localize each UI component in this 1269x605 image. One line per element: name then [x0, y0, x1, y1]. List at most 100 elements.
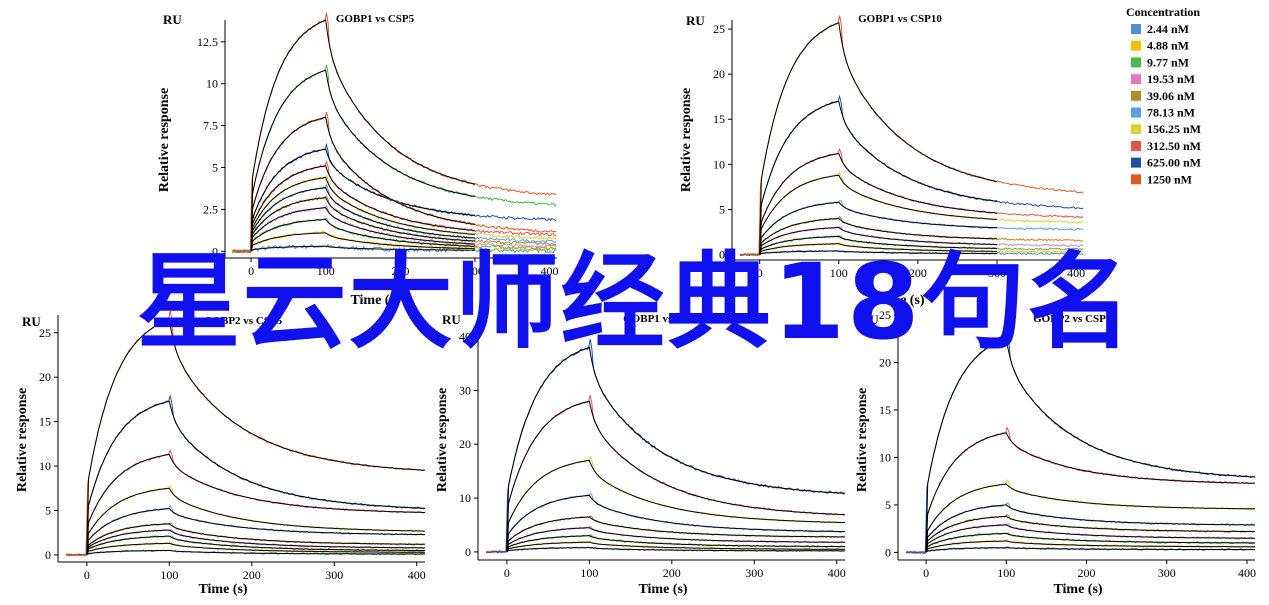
y-axis-label: Relative response	[855, 388, 870, 492]
fitted-curve	[759, 250, 997, 255]
y-tick-label: 25	[713, 22, 725, 36]
y-tick-label: 25	[39, 326, 51, 340]
legend-entry-label: 19.53 nM	[1147, 72, 1195, 86]
concentration-legend: Concentration 2.44 nM 4.88 nM 9.77 nM 19.53…	[1126, 5, 1201, 186]
x-axis-label: Time (s)	[1053, 582, 1102, 597]
legend-swatch	[1131, 107, 1141, 118]
legend-entry-label: 2.44 nM	[1147, 22, 1189, 36]
y-tick-label: 10	[879, 450, 891, 464]
y-tick-label: 20	[879, 355, 891, 369]
fitted-curve	[759, 174, 997, 255]
unit-label: RU	[686, 13, 705, 28]
y-tick-label: 12.5	[197, 35, 218, 49]
legend-entry-label: 625.00 nM	[1147, 156, 1201, 170]
fitted-curve	[250, 148, 475, 252]
x-tick-label: 300	[988, 266, 1006, 280]
fitted-curve	[925, 547, 1255, 553]
legend-swatch	[1131, 74, 1141, 85]
y-tick-label: 0	[465, 545, 471, 559]
legend-entry-label: 39.06 nM	[1147, 89, 1195, 103]
fitted-curve	[250, 197, 475, 252]
x-tick-label: 200	[1078, 566, 1096, 580]
sensorgram-panel-2: 0 5 10 15 20 25 0 100 200 300 400 GOBP1 vs CSP10 RU R…	[679, 13, 1085, 308]
x-tick-label: 0	[248, 264, 254, 278]
y-tick-label: 0	[719, 248, 725, 262]
fitted-curve	[759, 22, 998, 255]
y-axis-label: Relative response	[157, 88, 172, 192]
fitted-curve	[506, 547, 845, 553]
y-tick-label: 0	[45, 548, 51, 562]
y-tick-label: 5	[45, 503, 51, 517]
fitted-curve	[759, 201, 997, 255]
y-tick-label: 10	[39, 459, 51, 473]
y-tick-label: 5	[885, 498, 891, 512]
sensorgram-panel-5: 0 5 10 15 20 25 0 100 200 300 400 GOBP2 vs CSP17 RU R…	[855, 308, 1256, 597]
fitted-curve	[86, 549, 425, 556]
legend-entry-label: 156.25 nM	[1147, 122, 1201, 136]
measured-curve	[905, 479, 1255, 554]
measured-curve	[66, 393, 425, 557]
fitted-curve	[759, 100, 998, 255]
panel-title: GOBP2 vs CSP5	[204, 315, 283, 327]
y-tick-label: 2.5	[203, 202, 218, 216]
fitted-curve	[925, 524, 1255, 553]
legend-swatch	[1131, 24, 1141, 34]
fitted-curve	[925, 532, 1255, 553]
legend-swatch	[1131, 124, 1141, 135]
fitted-curve	[506, 346, 846, 552]
x-tick-label: 0	[504, 566, 510, 580]
x-tick-label: 100	[997, 566, 1015, 580]
y-tick-label: 10	[713, 157, 725, 171]
x-axis-label: Time (s)	[638, 582, 687, 597]
fitted-curve	[250, 176, 475, 252]
unit-label: RU	[442, 312, 461, 327]
fitted-curve	[506, 516, 845, 552]
y-tick-label: 10	[206, 77, 218, 91]
fitted-curve	[250, 245, 475, 252]
x-tick-label: 100	[160, 568, 178, 582]
x-tick-label: 0	[757, 266, 763, 280]
x-tick-label: 300	[1158, 566, 1176, 580]
measured-curve	[486, 395, 845, 554]
fitted-curve	[506, 400, 845, 552]
x-tick-label: 400	[541, 264, 559, 278]
legend-swatch	[1131, 90, 1141, 101]
fitted-curve	[925, 432, 1255, 553]
legend-entry-label: 1250 nM	[1147, 172, 1192, 186]
fitted-curve	[759, 152, 998, 255]
legend-entry-label: 78.13 nM	[1147, 106, 1195, 120]
x-tick-label: 400	[408, 568, 426, 582]
fitted-curve	[925, 338, 1256, 553]
x-tick-label: 200	[391, 264, 409, 278]
fitted-curve	[925, 515, 1255, 553]
fitted-curve	[86, 508, 425, 555]
x-tick-label: 200	[663, 566, 681, 580]
x-tick-label: 300	[745, 566, 763, 580]
legend-title: Concentration	[1126, 5, 1200, 19]
fitted-curve	[250, 232, 475, 252]
x-tick-label: 200	[909, 266, 927, 280]
x-tick-label: 300	[325, 568, 343, 582]
fitted-curve	[86, 542, 425, 556]
fitted-curve	[506, 494, 845, 552]
legend-swatch	[1131, 174, 1141, 185]
fitted-curve	[506, 459, 846, 552]
y-axis-label: Relative response	[679, 88, 694, 192]
fitted-curve	[86, 318, 426, 555]
legend-entry-label: 9.77 nM	[1147, 55, 1189, 69]
y-tick-label: 0	[885, 545, 891, 559]
unit-label: RU	[163, 12, 182, 27]
legend-swatch	[1131, 40, 1141, 51]
y-tick-label: 20	[713, 67, 725, 81]
unit-label: RU	[860, 312, 879, 327]
x-tick-label: 0	[84, 568, 90, 582]
fitted-curve	[506, 541, 845, 553]
sensorgram-panel-3: 0 5 10 15 20 25 0 100 200 300 400 GOBP2 vs CSP5 RU Re…	[15, 309, 426, 597]
y-tick-label: 5	[212, 160, 218, 174]
panel-title: GOBP2 vs CSP17	[1033, 313, 1117, 325]
fitted-curve	[759, 217, 998, 255]
y-tick-label: 30	[459, 383, 471, 397]
y-tick-label: 10	[459, 491, 471, 505]
fitted-curve	[86, 529, 425, 555]
y-tick-label: 15	[879, 403, 891, 417]
